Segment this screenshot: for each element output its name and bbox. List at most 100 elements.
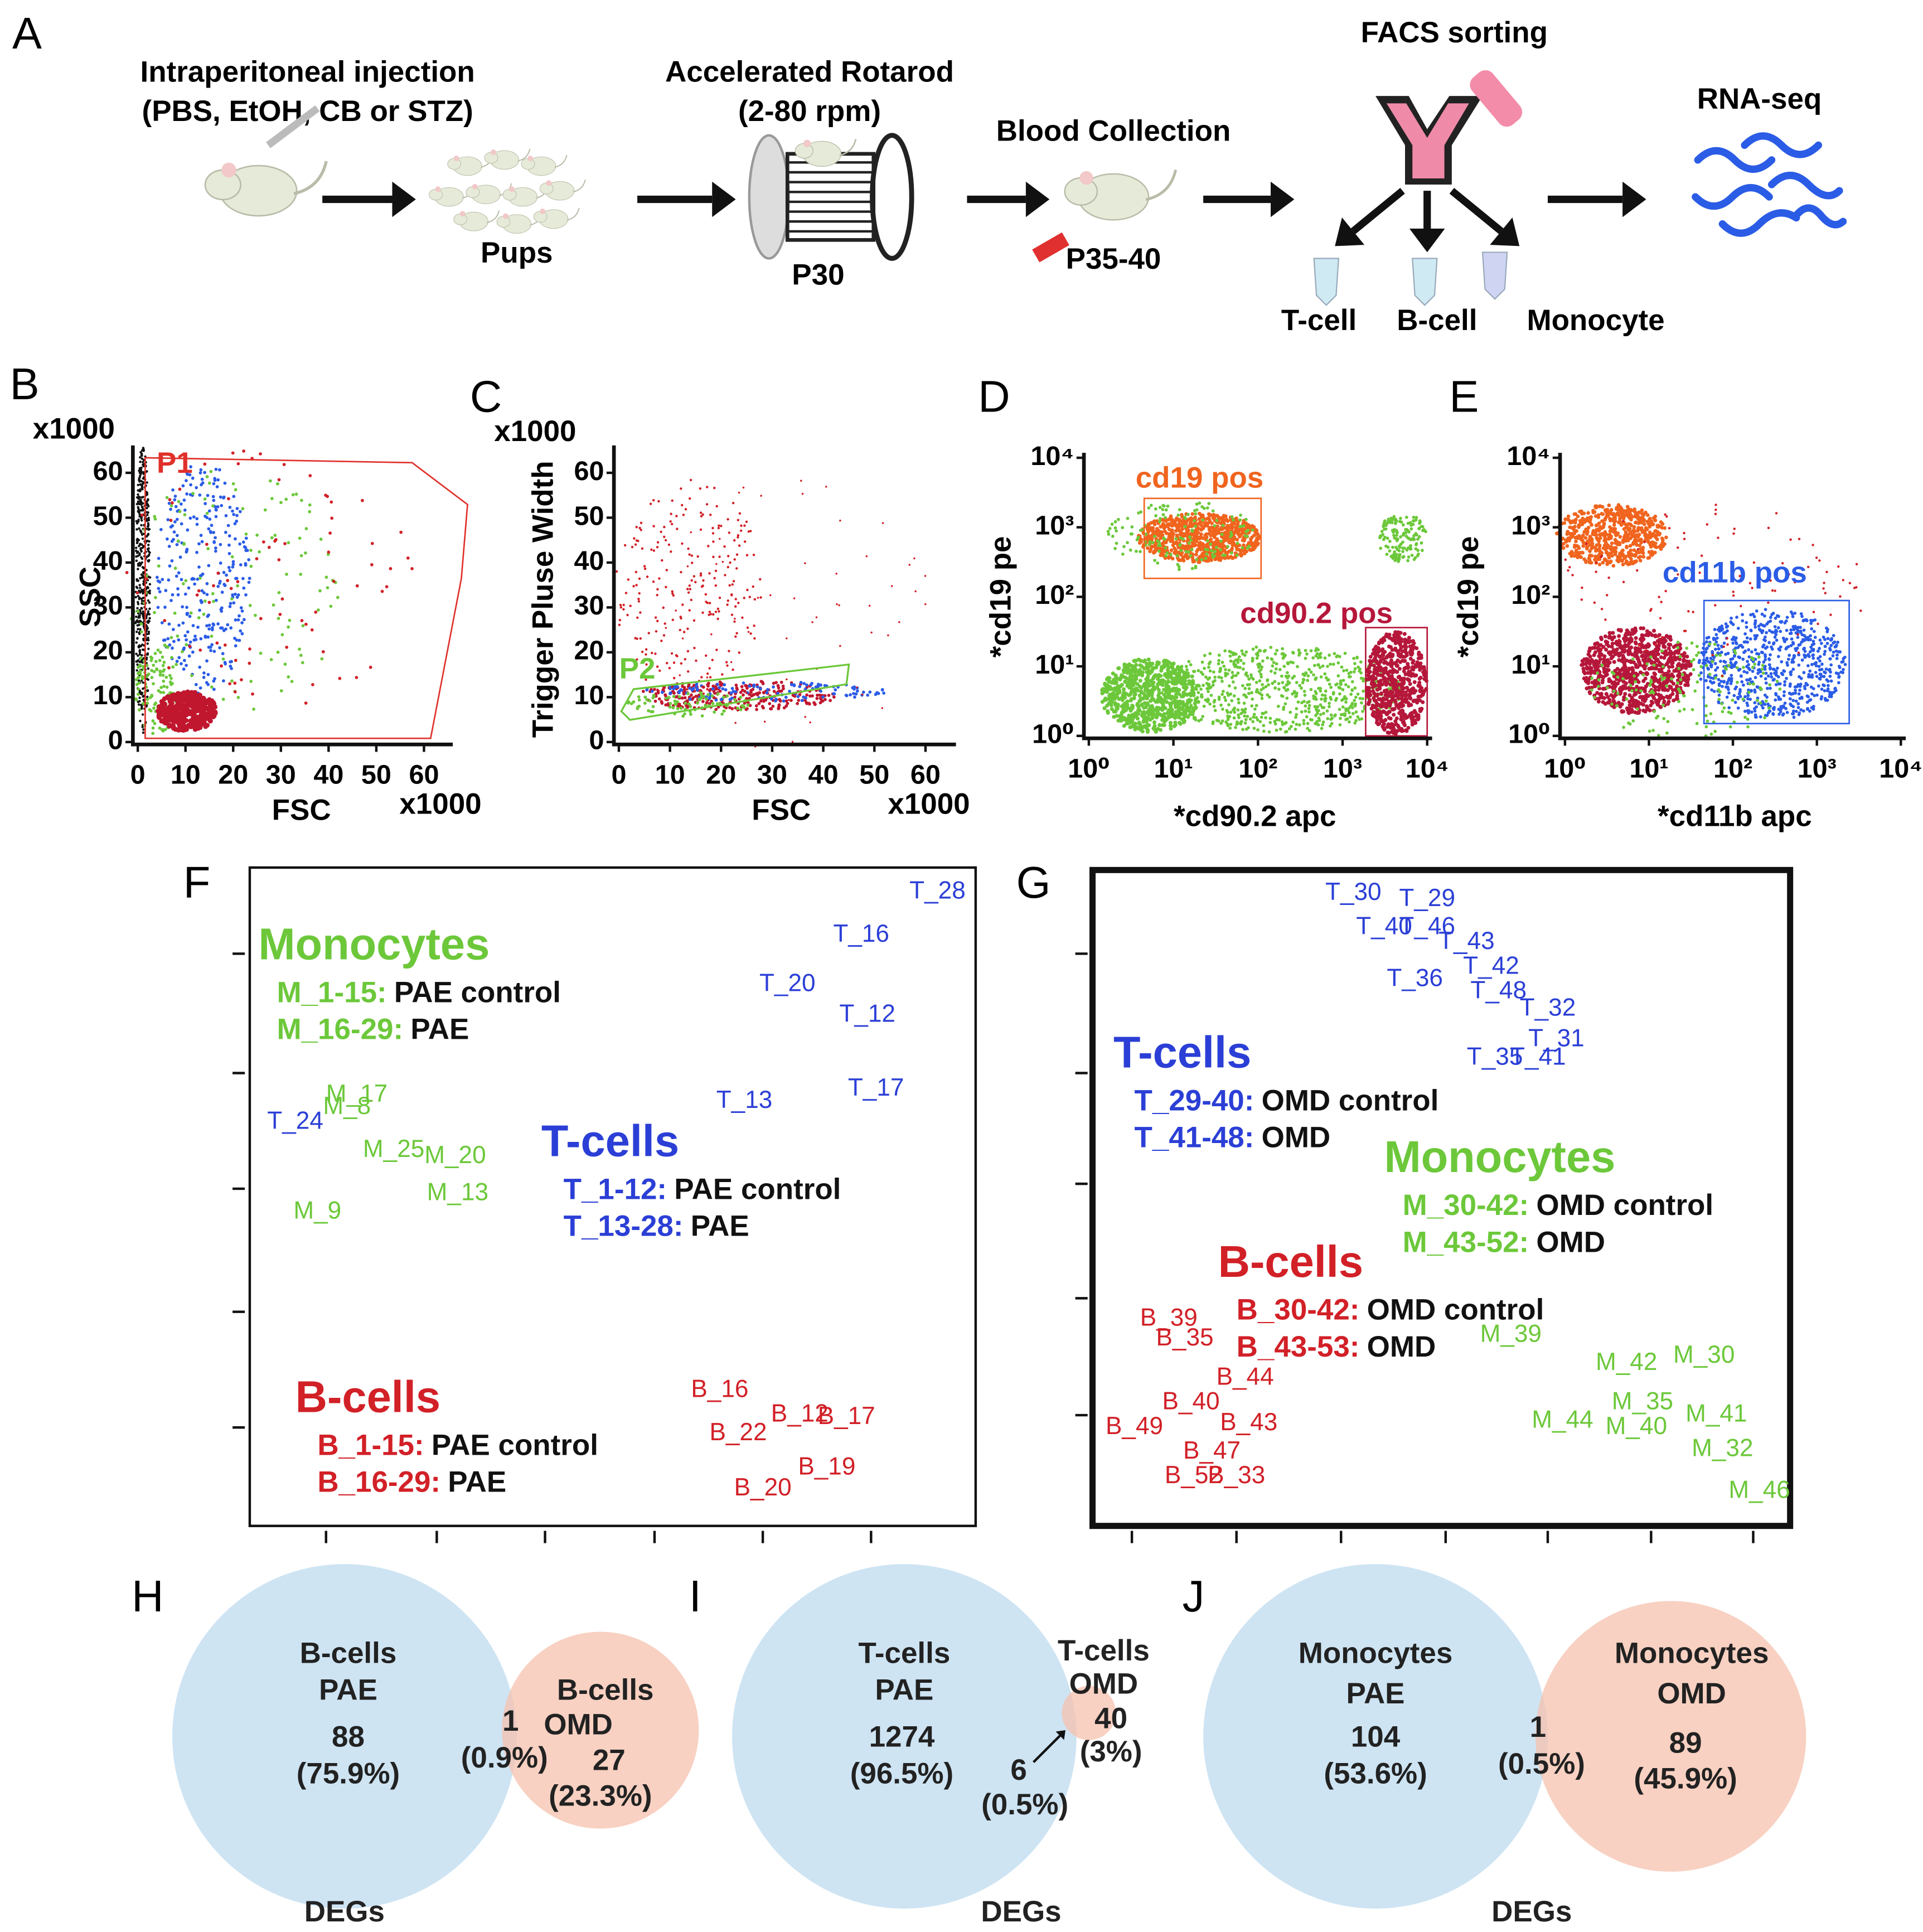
event-dot <box>1204 675 1208 679</box>
event-dot <box>684 701 687 705</box>
event-dot <box>1215 519 1219 522</box>
event-dot <box>1122 545 1126 548</box>
event-dot <box>672 695 676 698</box>
event-dot <box>1220 680 1224 683</box>
event-dot <box>370 563 374 566</box>
event-dot <box>1355 656 1359 660</box>
event-dot <box>693 575 695 577</box>
event-dot <box>201 481 205 485</box>
event-dot <box>735 632 738 635</box>
event-dot <box>1189 663 1193 666</box>
event-dot <box>168 545 171 548</box>
event-dot <box>135 555 137 558</box>
event-dot <box>711 658 714 661</box>
event-dot <box>229 626 232 630</box>
event-dot <box>212 495 215 498</box>
event-dot <box>1220 676 1223 680</box>
event-dot <box>651 690 654 693</box>
event-dot <box>721 673 723 675</box>
event-dot <box>1137 536 1140 539</box>
event-dot <box>136 579 138 582</box>
event-dot <box>1334 683 1338 686</box>
event-dot <box>670 513 672 515</box>
event-dot <box>1302 678 1306 681</box>
event-dot <box>689 497 691 500</box>
event-dot <box>180 662 183 665</box>
event-dot <box>154 596 157 599</box>
x-axis-label: FSC <box>752 794 811 827</box>
event-dot <box>762 691 766 694</box>
event-dot <box>1281 723 1284 727</box>
event-dot <box>1209 543 1212 546</box>
event-dot <box>141 692 143 694</box>
event-dot <box>1231 671 1234 674</box>
event-dot <box>1200 514 1204 518</box>
event-dot <box>166 538 169 541</box>
event-dot <box>729 691 733 695</box>
event-dot <box>166 637 169 641</box>
event-dot <box>177 623 181 627</box>
event-dot <box>635 571 637 573</box>
event-dot <box>231 555 234 559</box>
event-dot <box>136 541 138 544</box>
event-dot <box>825 486 827 488</box>
event-dot <box>1336 674 1340 677</box>
event-dot <box>304 623 308 626</box>
event-dot <box>1196 696 1199 699</box>
event-dot <box>1253 713 1256 716</box>
event-dot <box>741 689 744 692</box>
event-dot <box>197 616 201 619</box>
event-dot <box>221 590 224 594</box>
event-dot <box>1207 690 1210 693</box>
event-dot <box>235 514 239 517</box>
event-dot <box>1189 704 1193 707</box>
event-dot <box>1189 539 1193 542</box>
event-dot <box>1285 696 1289 700</box>
event-dot <box>1193 509 1197 512</box>
event-dot <box>207 701 212 706</box>
event-dot <box>1349 693 1353 696</box>
event-dot <box>1137 672 1141 676</box>
event-dot <box>245 536 248 540</box>
event-dot <box>193 635 197 638</box>
event-dot <box>1213 532 1217 536</box>
event-dot <box>175 663 178 666</box>
event-dot <box>281 597 284 601</box>
event-dot <box>1314 678 1317 681</box>
event-dot <box>141 550 143 553</box>
mouse-ear <box>221 163 236 177</box>
event-dot <box>1197 669 1200 672</box>
event-dot <box>1236 554 1239 557</box>
event-dot <box>1170 714 1174 718</box>
event-dot <box>1229 660 1233 663</box>
event-dot <box>677 691 681 694</box>
event-dot <box>1261 660 1265 663</box>
event-dot <box>650 549 652 551</box>
event-dot <box>706 602 709 604</box>
event-dot <box>146 642 148 645</box>
event-dot <box>229 602 232 605</box>
event-dot <box>1178 565 1181 569</box>
event-dot <box>177 500 181 503</box>
event-dot <box>1164 554 1168 558</box>
event-dot <box>1342 679 1345 682</box>
event-dot <box>185 664 188 667</box>
event-dot <box>1240 720 1243 723</box>
event-dot <box>1189 694 1193 698</box>
event-dot <box>731 687 734 690</box>
event-dot <box>361 499 364 502</box>
event-dot <box>1280 675 1283 678</box>
event-dot <box>189 641 192 644</box>
event-dot <box>1127 714 1131 718</box>
event-dot <box>1186 545 1190 549</box>
event-dot <box>1382 538 1386 541</box>
event-dot <box>672 687 675 690</box>
event-dot <box>1178 674 1181 677</box>
event-dot <box>178 711 183 716</box>
event-dot <box>642 690 645 693</box>
event-dot <box>1298 723 1301 727</box>
event-dot <box>192 624 195 627</box>
event-dot <box>1171 687 1174 691</box>
event-dot <box>227 524 230 527</box>
event-dot <box>712 540 714 543</box>
